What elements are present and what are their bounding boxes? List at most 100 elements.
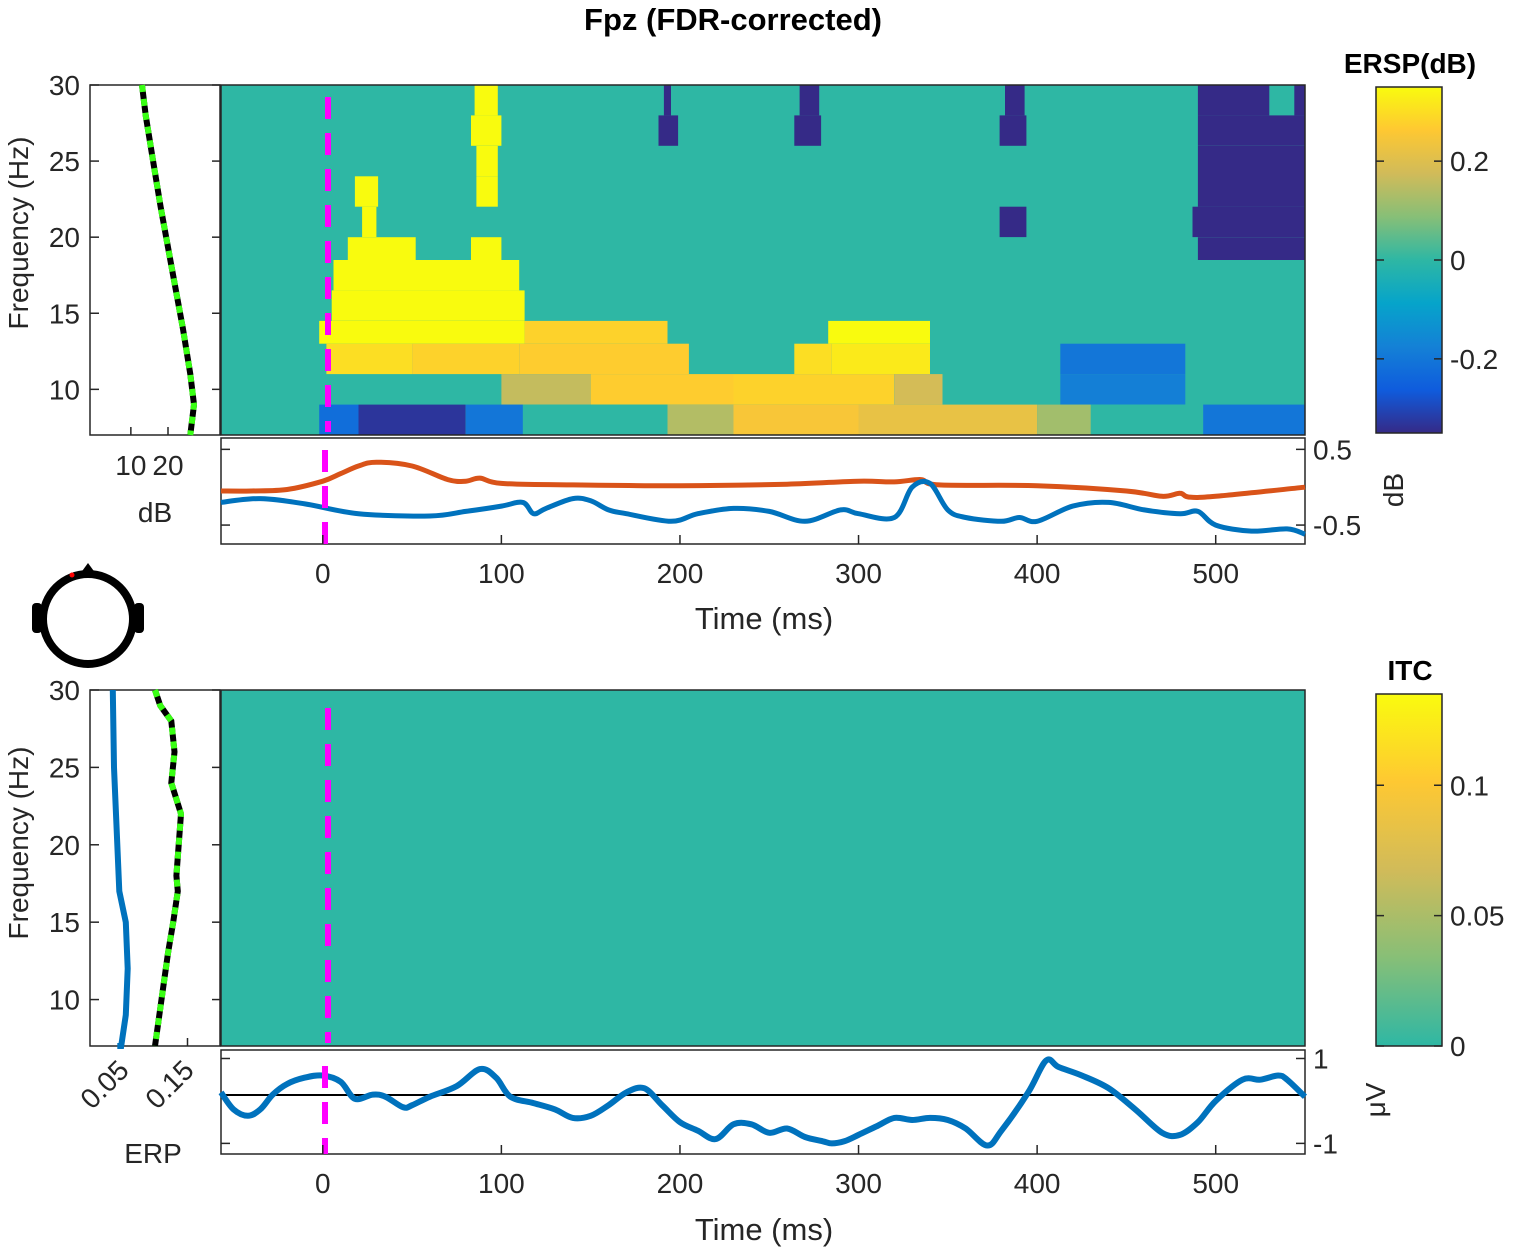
freq-tick-label: 15 (49, 907, 80, 938)
ersp-cell (1192, 206, 1305, 238)
itc-ylabel: Frequency (Hz) (3, 747, 34, 940)
freq-tick-label: 20 (49, 222, 80, 253)
ersp-side-axes (89, 84, 221, 436)
ersp-cell (794, 343, 832, 375)
ersp-cell (354, 176, 379, 207)
ersp-time-ylabel: dB (1378, 473, 1409, 507)
erp-ticks: -1 1 (221, 1043, 1338, 1159)
ersp-colorbar-gradient (1375, 86, 1443, 434)
ersp-cell (1197, 237, 1305, 260)
ersp-ylabel: Frequency (Hz) (3, 137, 34, 330)
ersp-cell (471, 115, 502, 146)
ersp-cell (1197, 145, 1305, 207)
ersp-cell (1037, 404, 1091, 435)
ersp-cell (465, 404, 523, 435)
ersp-cell (358, 404, 466, 435)
ersp-min-line (220, 478, 1306, 537)
itc-colorbar: 0 0.05 0.1 ITC (1375, 655, 1505, 1062)
ersp-cell (1060, 374, 1186, 405)
freq-tick-label: 25 (49, 146, 80, 177)
colorbar-tick-label: -0.2 (1450, 344, 1498, 375)
erp-xticks: 0 100 200 300 400 500 (315, 1145, 1239, 1199)
ersp-cell (1197, 85, 1270, 116)
colorbar-tick-label: 0 (1450, 1031, 1466, 1062)
head-topography-icon (32, 563, 144, 668)
ersp-cell (524, 320, 668, 344)
ersp-cell (799, 85, 820, 116)
ersp-cell (333, 260, 520, 291)
ersp-side-xlabel: dB (138, 497, 172, 528)
ersp-cell (362, 206, 377, 238)
ersp-heatmap (220, 84, 1306, 436)
ersp-cell (999, 206, 1027, 238)
time-xtick-label: 200 (657, 1168, 704, 1199)
ersp-colorbar: -0.2 0 0.2 ERSP(dB) (1344, 48, 1498, 434)
colorbar-tick-label: 0.05 (1450, 901, 1505, 932)
freq-tick-label: 15 (49, 298, 80, 329)
ersp-cell (999, 115, 1027, 146)
itc-colorbar-title: ITC (1387, 655, 1432, 686)
ersp-cell (1005, 85, 1025, 116)
erp-axes (220, 1049, 1306, 1155)
erp-ytick-label: -1 (1313, 1128, 1338, 1159)
ersp-heatmap-cells (221, 85, 1305, 435)
freq-tick-label: 10 (49, 985, 80, 1016)
ersp-cell (590, 374, 734, 405)
freq-tick-label: 25 (49, 752, 80, 783)
ersp-cell (733, 374, 895, 405)
side-tick-label: 10 (115, 450, 146, 481)
ersp-cell (412, 343, 520, 375)
ersp-cell (1294, 85, 1305, 116)
itc-side-xlabel: ERP (124, 1138, 182, 1169)
time-xtick-label: 0 (315, 1168, 331, 1199)
ersp-cell (519, 343, 689, 375)
ersp-cell (476, 176, 498, 207)
ersp-cell (858, 404, 1038, 435)
ersp-cell (733, 404, 859, 435)
ersp-cell (331, 290, 525, 321)
time-ytick-label: 0.5 (1313, 434, 1352, 465)
itc-colorbar-ticks: 0 0.05 0.1 (1376, 770, 1505, 1062)
ersp-cell (828, 320, 930, 344)
ersp-cell (474, 85, 498, 116)
erp-line (218, 1056, 1308, 1149)
ersp-cell (794, 115, 822, 146)
side-tick-label: 20 (152, 450, 183, 481)
ersp-cell (663, 85, 671, 116)
ersp-cell (658, 115, 679, 146)
ersp-cell (471, 237, 502, 260)
itc-heatmap-cells (220, 689, 1306, 1047)
erp-panel: -1 1 μV (218, 1043, 1391, 1159)
colorbar-tick-label: 0 (1450, 245, 1466, 276)
ersp-cell (831, 343, 930, 375)
ersp-time-ticks: -0.5 0.5 (221, 434, 1361, 541)
erp-xlabel: Time (ms) (695, 1212, 833, 1247)
ersp-time-panel: -0.5 0.5 dB (220, 434, 1409, 545)
time-xtick-label: 200 (657, 558, 704, 589)
ersp-colorbar-ticks: -0.2 0 0.2 (1376, 146, 1498, 375)
ersp-max-line (220, 459, 1306, 500)
erp-ytick-label: 1 (1313, 1043, 1329, 1074)
ersp-cell (326, 343, 413, 375)
ersp-baseline-line-dashed (139, 84, 198, 436)
time-xtick-label: 400 (1014, 1168, 1061, 1199)
ersp-xlabel: Time (ms) (695, 601, 833, 636)
ersp-cell (1060, 343, 1186, 375)
ersp-heatmap-frame (220, 84, 1306, 436)
freq-tick-label: 30 (49, 70, 80, 101)
ersp-cell (501, 374, 591, 405)
time-xtick-label: 100 (478, 558, 525, 589)
time-xtick-label: 100 (478, 1168, 525, 1199)
ersp-cell (1203, 404, 1305, 435)
itc-significance-line-dashed (152, 689, 185, 1047)
itc-baseline-line (109, 689, 131, 1049)
time-xtick-label: 500 (1192, 1168, 1239, 1199)
time-xtick-label: 300 (835, 1168, 882, 1199)
figure-title: Fpz (FDR-corrected) (584, 2, 882, 37)
ersp-cell (347, 237, 416, 260)
side-tick-label: 0.15 (139, 1054, 199, 1114)
freq-tick-label: 30 (49, 675, 80, 706)
